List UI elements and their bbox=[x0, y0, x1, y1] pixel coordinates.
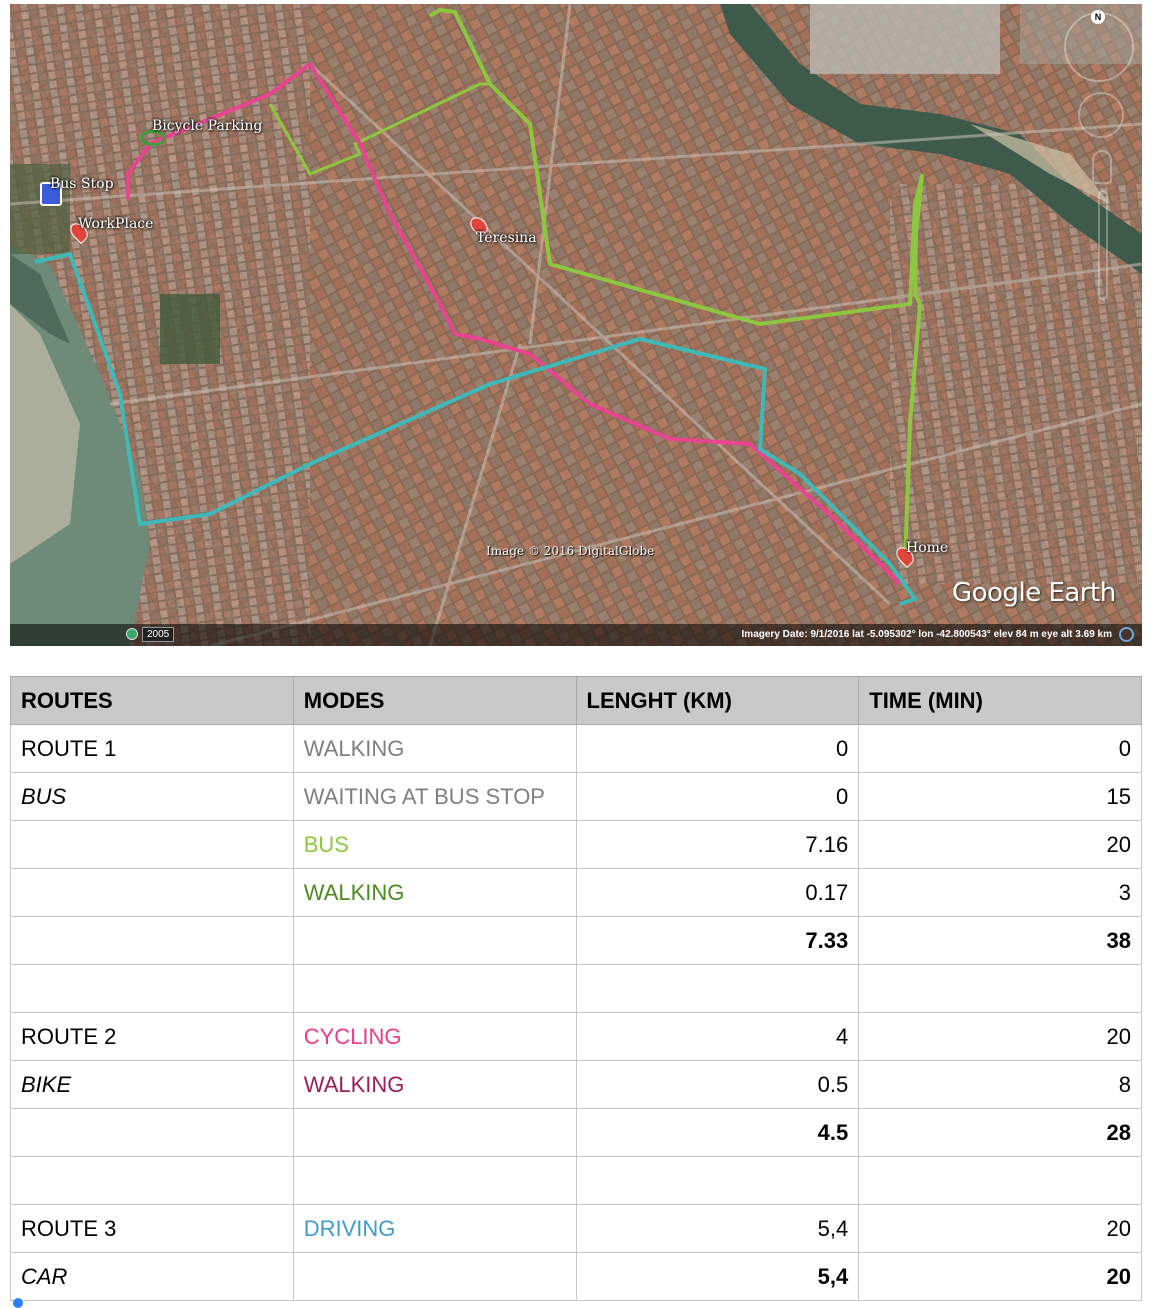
bus-route-line bbox=[428, 8, 924, 565]
car-route-line bbox=[34, 252, 917, 606]
length-cell: 0 bbox=[575, 772, 860, 821]
teresina-label: Teresina bbox=[476, 230, 537, 246]
header-length: LENGHT (KM) bbox=[575, 676, 860, 725]
table-row: WALKING 0.17 3 bbox=[10, 868, 1142, 917]
imagery-credit: Image © 2016 DigitalGlobe bbox=[486, 544, 655, 558]
mode-cell: DRIVING bbox=[292, 1204, 577, 1253]
mode-cell bbox=[292, 1156, 577, 1205]
route-cell: ROUTE 1 bbox=[10, 724, 294, 773]
route-cell bbox=[10, 916, 294, 965]
bus-route-walk-line bbox=[268, 82, 490, 176]
table-row: 7.33 38 bbox=[10, 916, 1142, 965]
route-cell: ROUTE 2 bbox=[10, 1012, 294, 1061]
routes-table: ROUTES MODES LENGHT (KM) TIME (MIN) ROUT… bbox=[10, 676, 1142, 1301]
bike-route-line bbox=[126, 62, 902, 586]
imagery-year[interactable]: 2005 bbox=[142, 627, 175, 642]
north-indicator[interactable]: N bbox=[1091, 10, 1105, 24]
table-row bbox=[10, 964, 1142, 1013]
mode-cell: WALKING bbox=[292, 1060, 577, 1109]
time-cell: 28 bbox=[858, 1108, 1142, 1157]
text-cursor-indicator bbox=[13, 1298, 23, 1308]
bicycle-parking-label: Bicycle Parking bbox=[152, 118, 263, 134]
length-cell: 4.5 bbox=[575, 1108, 860, 1157]
mode-cell bbox=[292, 916, 577, 965]
home-label: Home bbox=[906, 540, 949, 556]
status-bar: 2005 Imagery Date: 9/1/2016 lat -5.09530… bbox=[10, 624, 1142, 646]
coordinate-readout: Imagery Date: 9/1/2016 lat -5.095302° lo… bbox=[741, 629, 1112, 640]
mode-cell bbox=[292, 964, 577, 1013]
historical-imagery-clock-icon[interactable] bbox=[126, 628, 138, 640]
length-cell: 4 bbox=[575, 1012, 860, 1061]
mode-cell: WALKING bbox=[292, 868, 577, 917]
header-routes: ROUTES bbox=[10, 676, 294, 725]
length-cell bbox=[575, 1156, 860, 1205]
mode-cell: WAITING AT BUS STOP bbox=[292, 772, 577, 821]
time-cell: 20 bbox=[858, 1252, 1142, 1301]
route-cell bbox=[10, 1156, 294, 1205]
table-row: 4.5 28 bbox=[10, 1108, 1142, 1157]
mode-cell: BUS bbox=[292, 820, 577, 869]
table-row: BIKE WALKING 0.5 8 bbox=[10, 1060, 1142, 1109]
look-around-icon[interactable] bbox=[1078, 92, 1124, 138]
map-imagery bbox=[10, 4, 1142, 646]
google-earth-logo: Google Earth bbox=[952, 578, 1116, 608]
length-cell bbox=[575, 964, 860, 1013]
route-cell bbox=[10, 964, 294, 1013]
mode-cell: CYCLING bbox=[292, 1012, 577, 1061]
route-cell bbox=[10, 868, 294, 917]
length-cell: 5,4 bbox=[575, 1252, 860, 1301]
time-cell: 20 bbox=[858, 1012, 1142, 1061]
time-cell bbox=[858, 964, 1142, 1013]
time-cell: 3 bbox=[858, 868, 1142, 917]
table-body: ROUTE 1 WALKING 0 0 BUS WAITING AT BUS STOP 0 1… bbox=[10, 724, 1142, 1301]
time-cell bbox=[858, 1156, 1142, 1205]
time-cell: 15 bbox=[858, 772, 1142, 821]
route-cell: ROUTE 3 bbox=[10, 1204, 294, 1253]
route-cell bbox=[10, 820, 294, 869]
table-header-row: ROUTES MODES LENGHT (KM) TIME (MIN) bbox=[10, 676, 1142, 725]
length-cell: 0.17 bbox=[575, 868, 860, 917]
bus-stop-icon[interactable] bbox=[40, 182, 62, 206]
street-view-person-icon[interactable] bbox=[1092, 150, 1112, 184]
table-row: ROUTE 3 DRIVING 5,4 20 bbox=[10, 1204, 1142, 1253]
length-cell: 5,4 bbox=[575, 1204, 860, 1253]
time-cell: 8 bbox=[858, 1060, 1142, 1109]
time-cell: 0 bbox=[858, 724, 1142, 773]
route-cell: BIKE bbox=[10, 1060, 294, 1109]
mode-cell bbox=[292, 1108, 577, 1157]
table-row: CAR 5,4 20 bbox=[10, 1252, 1142, 1301]
satellite-map[interactable]: Bus Stop Bicycle Parking WorkPlace Teres… bbox=[10, 4, 1142, 646]
length-cell: 0.5 bbox=[575, 1060, 860, 1109]
workplace-label: WorkPlace bbox=[78, 216, 154, 232]
time-cell: 38 bbox=[858, 916, 1142, 965]
zoom-slider[interactable] bbox=[1098, 190, 1108, 300]
streaming-status-icon bbox=[1119, 627, 1134, 642]
length-cell: 7.16 bbox=[575, 820, 860, 869]
header-time: TIME (MIN) bbox=[858, 676, 1142, 725]
bus-stop-label: Bus Stop bbox=[50, 176, 114, 192]
table-row: BUS 7.16 20 bbox=[10, 820, 1142, 869]
route-cell: BUS bbox=[10, 772, 294, 821]
mode-cell bbox=[292, 1252, 577, 1301]
navigation-controls[interactable]: N bbox=[1064, 8, 1134, 300]
route-cell bbox=[10, 1108, 294, 1157]
bicycle-icon[interactable] bbox=[140, 130, 166, 146]
route-cell: CAR bbox=[10, 1252, 294, 1301]
table-row: ROUTE 2 CYCLING 4 20 bbox=[10, 1012, 1142, 1061]
time-cell: 20 bbox=[858, 820, 1142, 869]
table-row: ROUTE 1 WALKING 0 0 bbox=[10, 724, 1142, 773]
length-cell: 7.33 bbox=[575, 916, 860, 965]
table-row bbox=[10, 1156, 1142, 1205]
mode-cell: WALKING bbox=[292, 724, 577, 773]
table-row: BUS WAITING AT BUS STOP 0 15 bbox=[10, 772, 1142, 821]
time-cell: 20 bbox=[858, 1204, 1142, 1253]
header-modes: MODES bbox=[292, 676, 577, 725]
length-cell: 0 bbox=[575, 724, 860, 773]
